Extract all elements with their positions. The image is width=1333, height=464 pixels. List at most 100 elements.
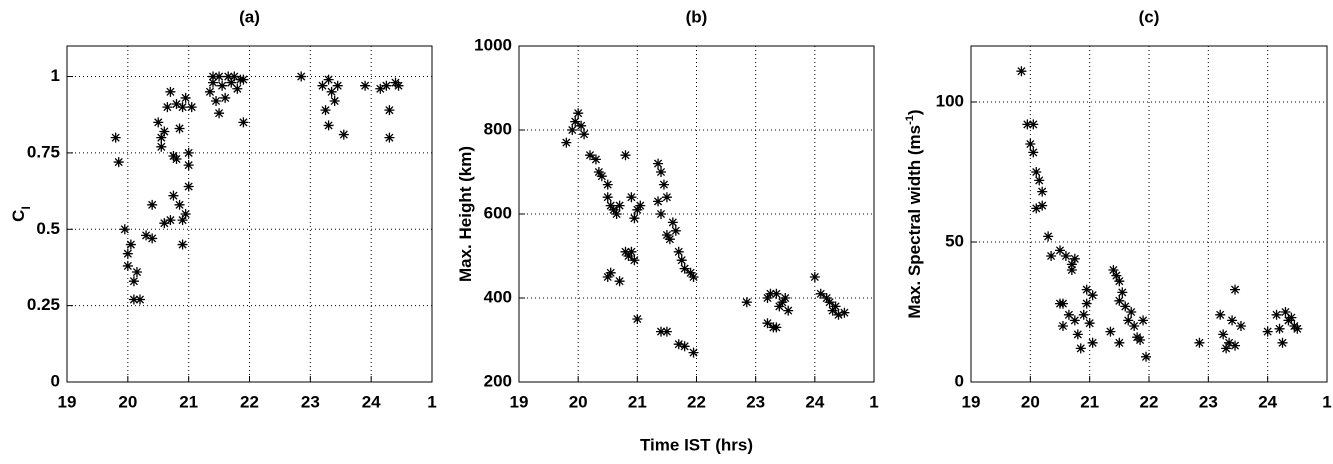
data-point xyxy=(320,105,331,116)
data-point xyxy=(1066,265,1077,275)
x-tick-label: 21 xyxy=(1080,392,1099,411)
data-point xyxy=(567,125,578,135)
data-point xyxy=(1046,251,1057,261)
data-point xyxy=(125,239,136,250)
data-point xyxy=(656,167,666,177)
data-point xyxy=(614,200,625,211)
data-point xyxy=(214,71,225,82)
data-point xyxy=(1028,119,1039,130)
data-point xyxy=(656,326,666,337)
data-point xyxy=(156,132,167,143)
data-point xyxy=(119,224,130,235)
y-axis-label-part: Max. Spectral width (ms xyxy=(905,125,924,319)
data-point xyxy=(623,251,634,261)
x-tick-label: 1 xyxy=(427,392,436,411)
x-tick-label: 21 xyxy=(179,392,198,411)
x-tick-label: 20 xyxy=(1021,392,1040,411)
data-point xyxy=(159,218,170,229)
data-point xyxy=(1221,343,1232,354)
y-tick-label: 0 xyxy=(955,371,964,390)
data-point xyxy=(590,154,601,165)
data-point xyxy=(1235,321,1246,331)
panel-title: (a) xyxy=(239,7,260,26)
x-tick-label: 24 xyxy=(362,392,381,411)
data-point xyxy=(1057,298,1068,309)
data-point xyxy=(576,120,587,131)
data-point xyxy=(381,80,392,91)
data-point xyxy=(1081,298,1092,309)
data-point xyxy=(1105,326,1116,337)
data-point xyxy=(1126,307,1137,317)
data-point xyxy=(1066,259,1077,270)
data-point xyxy=(632,204,643,215)
y-tick-label: 0.25 xyxy=(27,295,60,314)
data-point xyxy=(629,255,640,266)
data-point xyxy=(1111,270,1122,281)
data-point xyxy=(135,294,145,305)
data-point xyxy=(815,288,826,299)
data-point xyxy=(561,137,572,148)
data-point xyxy=(113,157,124,168)
data-point xyxy=(180,92,191,103)
x-tick-label: 1 xyxy=(1322,392,1331,411)
data-point xyxy=(360,80,371,91)
data-point xyxy=(688,347,699,358)
data-point xyxy=(1043,231,1054,242)
data-point xyxy=(611,209,622,219)
data-point xyxy=(762,318,773,329)
data-point xyxy=(147,199,158,210)
data-point xyxy=(1069,253,1080,264)
data-point xyxy=(214,108,225,119)
data-point xyxy=(579,129,590,140)
data-point xyxy=(229,71,240,82)
y-tick-label: 400 xyxy=(484,287,512,306)
data-point xyxy=(232,83,243,94)
data-point xyxy=(661,230,672,240)
data-point xyxy=(171,154,182,165)
data-point xyxy=(384,132,395,143)
data-point xyxy=(1022,119,1033,130)
data-point xyxy=(824,297,835,308)
data-point xyxy=(1087,337,1098,348)
panel-title: (b) xyxy=(686,7,708,26)
x-tick-label: 19 xyxy=(510,392,529,411)
data-point xyxy=(821,293,832,303)
x-tick-label: 19 xyxy=(962,392,981,411)
data-point xyxy=(220,92,231,103)
data-point xyxy=(1277,337,1288,348)
x-axis-label: Time IST (hrs) xyxy=(640,435,753,454)
data-point xyxy=(1141,351,1152,362)
data-point xyxy=(122,260,133,271)
data-point xyxy=(765,288,776,299)
data-point xyxy=(128,276,139,287)
data-point xyxy=(162,102,173,113)
data-point xyxy=(208,71,218,82)
data-point xyxy=(122,248,133,259)
data-point xyxy=(1081,284,1092,295)
data-point xyxy=(827,305,838,316)
data-point xyxy=(1218,329,1229,340)
data-point xyxy=(1230,340,1241,351)
data-point xyxy=(1028,147,1039,158)
data-point xyxy=(1138,315,1149,326)
data-point xyxy=(165,215,176,226)
x-tick-label: 23 xyxy=(301,392,320,411)
x-tick-label: 23 xyxy=(1199,392,1218,411)
data-point xyxy=(1114,295,1125,306)
y-axis-label: CI xyxy=(9,206,33,222)
data-point xyxy=(1055,245,1065,256)
data-point xyxy=(204,86,215,97)
data-point xyxy=(1031,203,1042,214)
data-point xyxy=(1230,284,1241,295)
x-tick-label: 21 xyxy=(628,392,647,411)
data-point xyxy=(323,74,334,85)
data-point xyxy=(771,288,782,299)
x-tick-label: 22 xyxy=(240,392,259,411)
data-point xyxy=(168,190,179,201)
data-point xyxy=(1037,186,1048,197)
data-point xyxy=(629,213,640,224)
x-tick-label: 24 xyxy=(805,392,824,411)
data-point xyxy=(238,117,249,128)
y-tick-label: 50 xyxy=(945,231,964,250)
data-point xyxy=(128,294,139,305)
